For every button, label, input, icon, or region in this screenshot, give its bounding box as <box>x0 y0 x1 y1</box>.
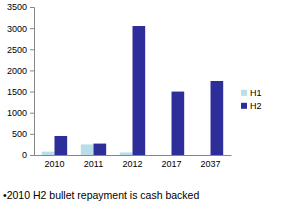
bar <box>81 144 94 155</box>
y-tick-mark <box>30 92 34 93</box>
chart: 0 500 1000 1500 2000 2500 3000 3500 2010 2011 2012… <box>0 0 297 213</box>
bar <box>159 155 172 156</box>
y-tick: 500 <box>12 129 34 139</box>
legend-swatch <box>241 90 247 96</box>
bar <box>54 136 67 155</box>
y-axis: 0 500 1000 1500 2000 2500 3000 3500 <box>7 2 35 160</box>
legend-swatch <box>241 103 247 109</box>
y-tick-label: 0 <box>22 150 27 160</box>
y-tick-label: 500 <box>12 129 27 139</box>
legend-label: H2 <box>250 101 262 111</box>
y-tick-label: 3000 <box>7 24 27 34</box>
annotation: •2010 H2 bullet repayment is cash backed <box>3 189 199 201</box>
y-tick-mark <box>30 134 34 135</box>
y-axis-line <box>30 8 35 156</box>
x-axis-line <box>35 155 232 156</box>
y-tick-mark <box>30 113 34 114</box>
x-tick: 2012 <box>122 155 142 169</box>
y-tick: 2000 <box>7 66 34 76</box>
y-tick-mark <box>30 155 34 156</box>
y-tick-mark <box>30 70 34 71</box>
x-tick-label: 2011 <box>84 159 103 169</box>
y-tick: 1000 <box>7 108 34 118</box>
y-tick-label: 3500 <box>7 2 27 12</box>
y-tick-label: 1500 <box>7 87 27 97</box>
bar <box>133 26 146 155</box>
y-tick-mark <box>30 49 34 50</box>
y-tick-mark <box>30 7 34 8</box>
legend-label: H1 <box>250 88 262 98</box>
y-tick: 1500 <box>7 87 34 97</box>
bar <box>120 152 133 155</box>
x-tick-label: 2017 <box>161 159 181 169</box>
y-tick: 3500 <box>7 2 34 12</box>
y-tick-mark <box>30 28 34 29</box>
y-tick: 2500 <box>7 45 34 55</box>
bar <box>93 144 106 155</box>
bar <box>211 81 224 155</box>
x-tick: 2010 <box>44 155 64 169</box>
legend-item: H2 <box>241 101 262 111</box>
y-tick: 0 <box>22 150 34 160</box>
x-tick: 2011 <box>84 155 103 169</box>
bar <box>172 92 185 155</box>
legend: H1H2 <box>241 88 262 111</box>
y-tick-label: 2000 <box>7 66 27 76</box>
y-tick-label: 1000 <box>7 108 27 118</box>
bar <box>198 155 211 156</box>
x-tick: 2017 <box>161 155 181 169</box>
legend-item: H1 <box>241 88 262 98</box>
x-axis: 2010 2011 2012 2017 2037 <box>35 155 232 169</box>
x-tick-label: 2037 <box>201 159 221 169</box>
y-tick: 3000 <box>7 24 34 34</box>
x-tick-label: 2012 <box>122 159 142 169</box>
x-tick: 2037 <box>201 155 221 169</box>
bars <box>42 26 223 155</box>
x-tick-label: 2010 <box>44 159 64 169</box>
plot: 0 500 1000 1500 2000 2500 3000 3500 2010 2011 2012… <box>7 2 232 169</box>
bar <box>42 152 55 155</box>
y-tick-label: 2500 <box>7 45 27 55</box>
